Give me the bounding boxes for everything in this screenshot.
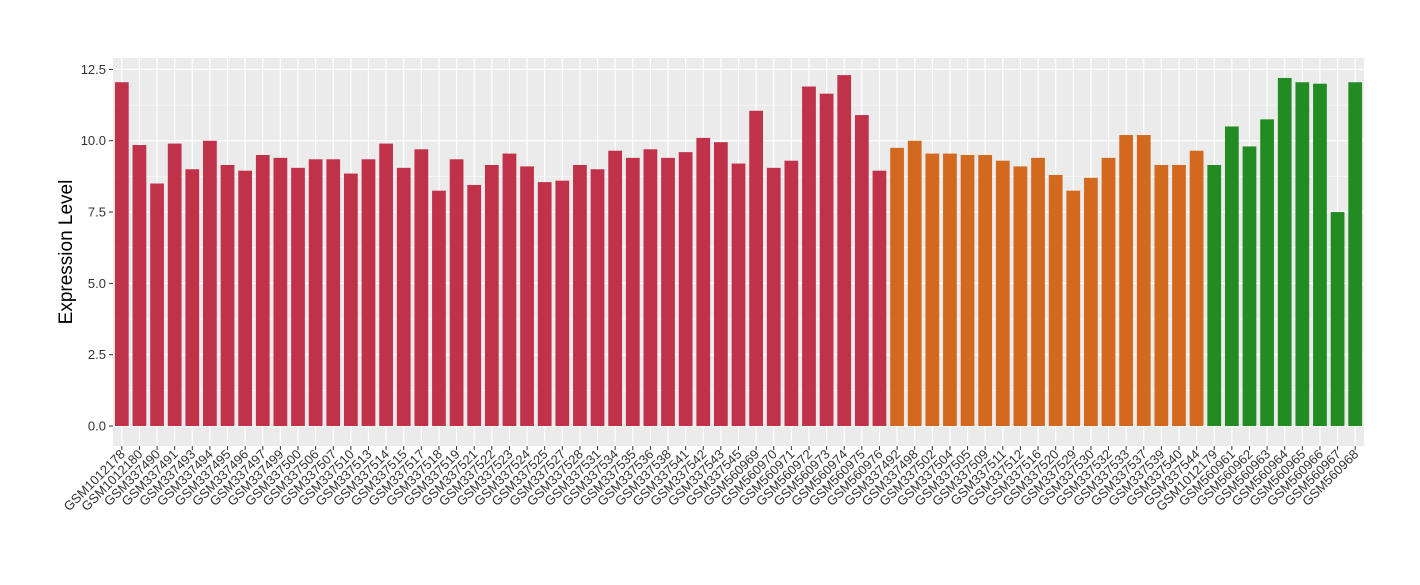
- bar: [1277, 77, 1292, 427]
- bar: [590, 169, 605, 427]
- bar: [326, 159, 341, 427]
- bar: [960, 155, 975, 427]
- bar: [784, 160, 799, 427]
- x-axis: GSM1012178GSM1012180GSM337490GSM337491GS…: [61, 446, 1361, 514]
- bar: [819, 93, 834, 427]
- bar: [625, 157, 640, 427]
- bar: [1313, 83, 1327, 427]
- bar: [1154, 164, 1169, 427]
- bar: [766, 167, 781, 427]
- bar: [1242, 146, 1257, 427]
- bars: [114, 75, 1363, 427]
- bar: [678, 152, 693, 427]
- bar: [132, 145, 147, 427]
- bar: [608, 150, 623, 427]
- bar: [1048, 174, 1063, 427]
- bar: [1013, 166, 1028, 427]
- bar: [1172, 164, 1186, 427]
- bar: [1084, 177, 1098, 427]
- bar: [925, 153, 940, 427]
- bar: [731, 163, 746, 427]
- y-axis-label: Expression Level: [56, 180, 77, 325]
- bar: [978, 155, 993, 427]
- y-tick-label: 7.5: [88, 205, 106, 220]
- bar: [943, 153, 957, 427]
- bar: [1189, 150, 1204, 427]
- bar: [661, 157, 675, 427]
- bar: [1031, 157, 1045, 427]
- bar: [854, 115, 869, 427]
- bar: [1224, 126, 1239, 427]
- bar: [379, 143, 393, 427]
- bar: [167, 143, 182, 427]
- bar: [995, 160, 1010, 427]
- bar: [114, 82, 129, 427]
- bar: [837, 75, 852, 427]
- bar: [890, 147, 904, 427]
- bar: [361, 159, 376, 427]
- bar: [537, 182, 552, 427]
- bar: [467, 184, 482, 427]
- bar: [273, 157, 288, 427]
- bar: [343, 173, 358, 427]
- bar: [150, 183, 164, 427]
- bar: [520, 166, 534, 427]
- bar: [308, 159, 323, 427]
- y-tick-label: 10.0: [81, 133, 106, 148]
- bar: [185, 169, 200, 427]
- y-tick-label: 2.5: [88, 347, 106, 362]
- bar: [414, 149, 429, 427]
- bar: [714, 142, 728, 427]
- bar: [872, 170, 887, 427]
- bar: [573, 164, 587, 427]
- bar: [449, 159, 464, 427]
- bar: [643, 149, 658, 427]
- y-axis: 0.0 2.5 5.0 7.5 10.0 12.5: [81, 62, 113, 434]
- bar: [291, 167, 305, 427]
- bar: [1136, 135, 1151, 427]
- bar: [1119, 135, 1134, 427]
- bar: [1207, 164, 1222, 427]
- bar: [484, 164, 499, 427]
- bar: [220, 164, 235, 427]
- bar: [1101, 157, 1116, 427]
- bar: [1295, 82, 1310, 427]
- bar: [907, 140, 922, 427]
- bar: [1260, 119, 1274, 427]
- y-tick-label: 12.5: [81, 62, 106, 77]
- bar: [802, 86, 816, 427]
- y-tick-label: 5.0: [88, 276, 106, 291]
- bar: [238, 170, 253, 427]
- bar: [432, 190, 446, 427]
- bar: [1348, 82, 1363, 427]
- bar: [555, 180, 570, 427]
- bar: [255, 155, 270, 427]
- bar: [1330, 212, 1345, 427]
- bar: [696, 137, 711, 427]
- bar: [396, 167, 411, 427]
- bar: [203, 140, 217, 427]
- bar: [749, 110, 763, 427]
- bar: [1066, 190, 1081, 427]
- bar: [502, 153, 517, 427]
- y-tick-label: 0.0: [88, 419, 106, 434]
